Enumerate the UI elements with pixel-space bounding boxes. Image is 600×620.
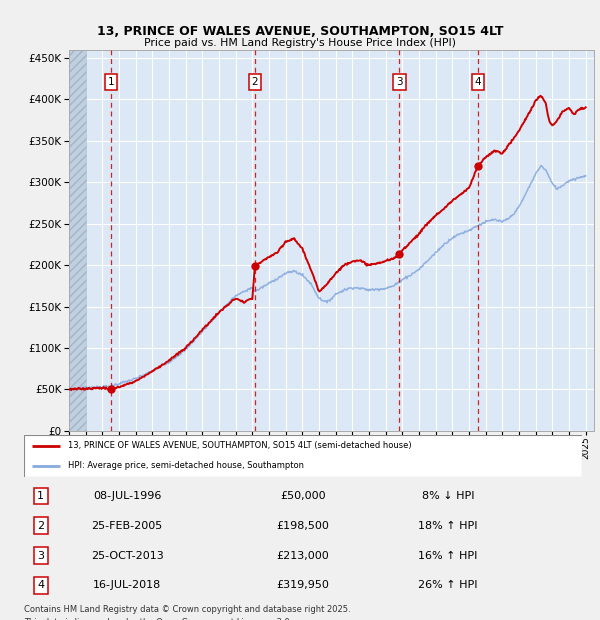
Text: 18% ↑ HPI: 18% ↑ HPI — [418, 521, 478, 531]
Text: 2: 2 — [251, 77, 258, 87]
Text: 16-JUL-2018: 16-JUL-2018 — [93, 580, 161, 590]
Text: 25-FEB-2005: 25-FEB-2005 — [92, 521, 163, 531]
Text: 3: 3 — [396, 77, 403, 87]
Text: HPI: Average price, semi-detached house, Southampton: HPI: Average price, semi-detached house,… — [68, 461, 304, 470]
Text: £198,500: £198,500 — [277, 521, 329, 531]
Text: 13, PRINCE OF WALES AVENUE, SOUTHAMPTON, SO15 4LT (semi-detached house): 13, PRINCE OF WALES AVENUE, SOUTHAMPTON,… — [68, 441, 411, 450]
Text: 08-JUL-1996: 08-JUL-1996 — [93, 491, 161, 501]
Text: £319,950: £319,950 — [277, 580, 329, 590]
Text: 26% ↑ HPI: 26% ↑ HPI — [418, 580, 478, 590]
Text: 25-OCT-2013: 25-OCT-2013 — [91, 551, 164, 560]
Text: 16% ↑ HPI: 16% ↑ HPI — [418, 551, 478, 560]
Text: 4: 4 — [37, 580, 44, 590]
Bar — [69, 50, 86, 431]
Text: 1: 1 — [107, 77, 115, 87]
Text: 13, PRINCE OF WALES AVENUE, SOUTHAMPTON, SO15 4LT: 13, PRINCE OF WALES AVENUE, SOUTHAMPTON,… — [97, 25, 503, 38]
Text: Price paid vs. HM Land Registry's House Price Index (HPI): Price paid vs. HM Land Registry's House … — [144, 38, 456, 48]
Text: £213,000: £213,000 — [277, 551, 329, 560]
Text: £50,000: £50,000 — [280, 491, 326, 501]
Text: 4: 4 — [475, 77, 481, 87]
Text: 2: 2 — [37, 521, 44, 531]
Text: 3: 3 — [37, 551, 44, 560]
Text: 8% ↓ HPI: 8% ↓ HPI — [422, 491, 475, 501]
Text: 1: 1 — [37, 491, 44, 501]
Text: Contains HM Land Registry data © Crown copyright and database right 2025.
This d: Contains HM Land Registry data © Crown c… — [24, 605, 350, 620]
